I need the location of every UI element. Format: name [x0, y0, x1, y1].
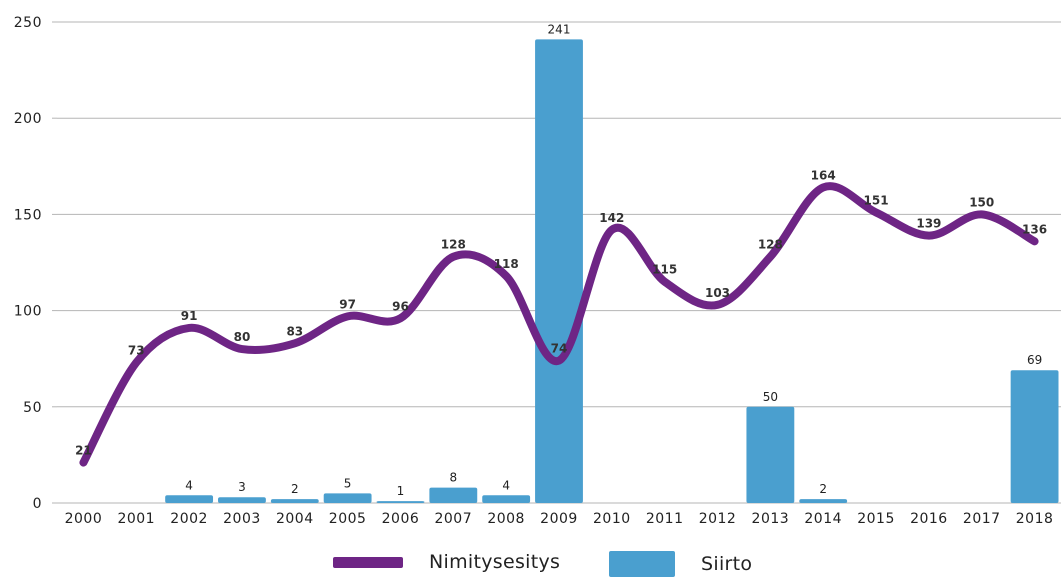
y-tick-label: 150 — [14, 207, 42, 223]
bar — [535, 39, 583, 503]
x-tick-label: 2015 — [857, 511, 895, 527]
x-axis-ticks: 2000 2001 2002 2003 2004 2005 2006 2007 2008 2009… — [65, 511, 1054, 527]
x-tick-label: 2014 — [804, 511, 842, 527]
y-tick-label: 100 — [14, 304, 42, 320]
x-tick-label: 2012 — [699, 511, 737, 527]
line-data-label: 150 — [969, 195, 994, 209]
x-tick-label: 2006 — [382, 511, 420, 527]
bar — [746, 406, 795, 503]
x-tick-label: 2002 — [170, 511, 208, 527]
line-data-label: 103 — [705, 286, 730, 300]
line-data-label: 139 — [916, 217, 941, 231]
bar-data-label: 2 — [291, 482, 299, 496]
bar-data-label: 241 — [548, 22, 571, 36]
line-path — [79, 182, 1039, 467]
line-data-label: 118 — [494, 257, 519, 271]
line-data-label: 80 — [234, 330, 251, 344]
bar-data-label: 3 — [238, 480, 246, 494]
y-axis-ticks: 0 50 100 150 200 250 — [14, 15, 42, 512]
bar-data-label: 1 — [397, 484, 405, 498]
line-data-label: 91 — [181, 309, 198, 323]
x-tick-label: 2013 — [752, 511, 790, 527]
x-tick-label: 2003 — [223, 511, 261, 527]
bar-data-label: 2 — [819, 482, 827, 496]
x-tick-label: 2001 — [117, 511, 155, 527]
bar-data-label: 4 — [185, 478, 193, 492]
x-tick-label: 2011 — [646, 511, 684, 527]
line-data-label: 136 — [1022, 222, 1047, 236]
line-data-label: 21 — [75, 444, 92, 458]
x-tick-label: 2009 — [540, 511, 578, 527]
line-data-label: 142 — [599, 211, 624, 225]
line-data-label: 97 — [339, 297, 356, 311]
x-tick-label: 2004 — [276, 511, 314, 527]
line-data-label: 74 — [551, 342, 568, 356]
legend-item-nimitysesitys: Nimitysesitys — [333, 551, 560, 573]
legend-swatch-line — [333, 556, 403, 568]
bar — [165, 495, 214, 503]
line-data-label: 96 — [392, 299, 409, 313]
y-tick-label: 200 — [14, 111, 42, 127]
bar-data-label: 69 — [1027, 353, 1042, 367]
bar-data-label: 8 — [449, 471, 457, 485]
line-data-label: 83 — [286, 324, 303, 338]
line-data-label: 128 — [441, 238, 466, 252]
bar — [1010, 370, 1059, 503]
bar-series-siirto: 4 3 2 5 1 8 4 241 50 2 69 — [165, 22, 1059, 503]
x-tick-label: 2005 — [329, 511, 367, 527]
line-data-label: 151 — [864, 193, 889, 207]
bar — [270, 499, 319, 503]
y-tick-label: 250 — [14, 15, 42, 31]
bar-data-label: 4 — [502, 478, 510, 492]
combo-chart: 0 50 100 150 200 250 4 3 2 5 1 8 4 241 50 2 69 21 73 91 80… — [14, 15, 1061, 527]
legend: Nimitysesitys Siirto — [0, 545, 1061, 577]
x-tick-label: 2007 — [434, 511, 472, 527]
bar — [218, 497, 266, 503]
legend-label-nimitysesitys: Nimitysesitys — [429, 551, 561, 573]
y-tick-label: 50 — [23, 400, 42, 416]
line-data-label: 164 — [811, 168, 836, 182]
x-tick-label: 2017 — [963, 511, 1001, 527]
bar-data-label: 50 — [763, 390, 778, 404]
bar — [799, 499, 848, 503]
bar — [482, 495, 531, 503]
bar — [323, 493, 372, 503]
x-tick-label: 2018 — [1016, 511, 1054, 527]
line-data-label: 128 — [758, 238, 783, 252]
bar — [376, 501, 425, 503]
legend-label-siirto: Siirto — [701, 553, 753, 575]
x-tick-label: 2008 — [487, 511, 525, 527]
legend-item-siirto: Siirto — [609, 551, 752, 577]
line-data-label: 115 — [652, 263, 677, 277]
x-tick-label: 2016 — [910, 511, 948, 527]
bar — [429, 487, 478, 503]
x-tick-label: 2010 — [593, 511, 631, 527]
line-data-label: 73 — [128, 344, 145, 358]
y-tick-label: 0 — [33, 496, 42, 512]
legend-swatch-bar — [609, 551, 675, 577]
x-tick-label: 2000 — [65, 511, 103, 527]
bar-data-label: 5 — [344, 476, 352, 490]
line-series-nimitysesitys: 21 73 91 80 83 97 96 128 118 74 142 115 103 128 164 151… — [75, 168, 1047, 467]
